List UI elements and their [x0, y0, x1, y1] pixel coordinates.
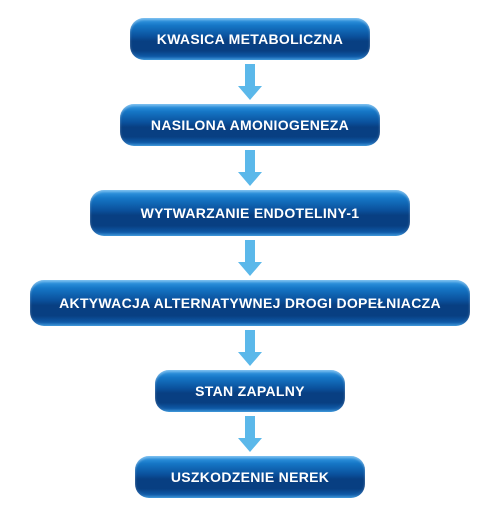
- flow-node-4: AKTYWACJA ALTERNATYWNEJ DROGI DOPEŁNIACZ…: [30, 280, 470, 326]
- flow-node-2-label: NASILONA AMONIOGENEZA: [151, 117, 349, 133]
- flow-node-5: STAN ZAPALNY: [155, 370, 345, 412]
- flow-node-5-label: STAN ZAPALNY: [195, 383, 305, 399]
- flow-arrow-3: [238, 238, 262, 278]
- flow-arrow-4: [238, 328, 262, 368]
- flow-arrow-5: [238, 414, 262, 454]
- flow-node-4-label: AKTYWACJA ALTERNATYWNEJ DROGI DOPEŁNIACZ…: [59, 295, 441, 311]
- flow-node-6: USZKODZENIE NEREK: [135, 456, 365, 498]
- flow-node-1: KWASICA METABOLICZNA: [130, 18, 370, 60]
- flow-arrow-1: [238, 62, 262, 102]
- flow-node-6-label: USZKODZENIE NEREK: [171, 469, 329, 485]
- flow-node-1-label: KWASICA METABOLICZNA: [157, 31, 343, 47]
- flow-node-3: WYTWARZANIE ENDOTELINY-1: [90, 190, 410, 236]
- flow-arrow-2: [238, 148, 262, 188]
- flow-node-2: NASILONA AMONIOGENEZA: [120, 104, 380, 146]
- flow-node-3-label: WYTWARZANIE ENDOTELINY-1: [141, 205, 360, 221]
